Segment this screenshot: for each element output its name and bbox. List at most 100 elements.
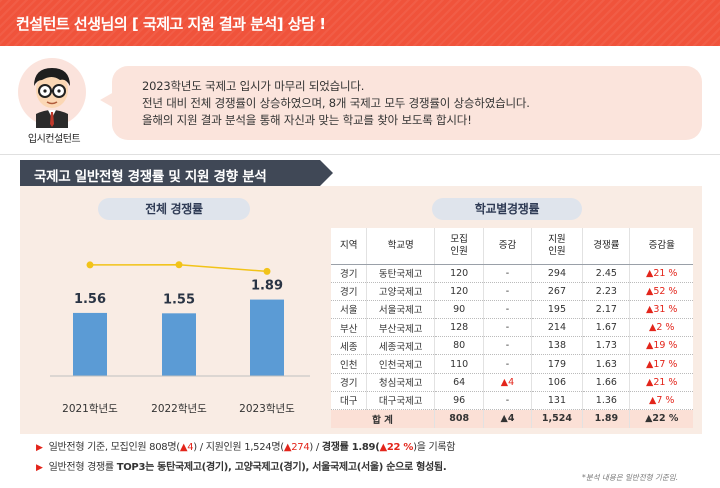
- col-header-quota: 모집 인원: [434, 228, 485, 265]
- cell-school: 청심국제고: [366, 373, 435, 392]
- notes: ▶ 일반전형 기준, 모집인원 808명(▲4) / 지원인원 1,524명(▲2…: [36, 440, 455, 480]
- triangle-bullet-icon: ▶: [36, 443, 43, 453]
- cell-applicants: 267: [531, 282, 584, 301]
- chart-x-tick-label: 2023학년도: [239, 403, 295, 415]
- cell-change: -: [483, 336, 532, 356]
- cell-region: 인천: [331, 354, 368, 374]
- chart-x-tick-label: 2021학년도: [62, 403, 118, 415]
- col-header-school: 학교명: [366, 228, 435, 265]
- cell-rate-change: ▲31 %: [629, 300, 693, 320]
- col-header-rate-change: 증감율: [629, 228, 693, 265]
- overall-rate-chart: 1.56 2021학년도 1.55 2022학년도 1.89 2023학년도: [50, 261, 310, 415]
- chart-trend-point: [86, 261, 94, 269]
- overall-rate-label: 전체 경쟁률: [98, 198, 250, 220]
- cell-school: 인천국제고: [366, 354, 435, 374]
- cell-quota: 80: [434, 336, 485, 356]
- total-quota: 808: [434, 409, 485, 428]
- chart-bar: [162, 313, 196, 376]
- col-header-region: 지역: [331, 228, 368, 265]
- cell-change: ▲4: [483, 373, 532, 392]
- cell-rate: 2.17: [582, 300, 631, 320]
- cell-region: 부산: [331, 318, 368, 338]
- cell-rate: 2.45: [582, 264, 631, 283]
- cell-change: -: [483, 318, 532, 338]
- cell-rate: 1.63: [582, 354, 631, 374]
- chart-data-label: 1.55: [163, 292, 195, 307]
- table-row: 인천 인천국제고 110-179 1.63 ▲17 %: [331, 354, 693, 374]
- cell-applicants: 195: [531, 300, 584, 320]
- page-header: 컨설턴트 선생님의 [ 국제고 지원 결과 분석] 상담 !: [0, 0, 720, 46]
- cell-change: -: [483, 300, 532, 320]
- cell-quota: 96: [434, 391, 485, 411]
- table-row: 대구 대구국제고 96-131 1.36 ▲7 %: [331, 391, 693, 411]
- cell-region: 경기: [331, 282, 368, 301]
- divider: [0, 154, 720, 155]
- cell-change: -: [483, 354, 532, 374]
- chart-data-label: 1.89: [251, 279, 283, 294]
- cell-rate-change: ▲21 %: [629, 264, 693, 283]
- chart-data-label: 1.56: [74, 292, 106, 307]
- cell-change: -: [483, 391, 532, 411]
- cell-rate: 1.66: [582, 373, 631, 392]
- table-header-row: 지역 학교명 모집 인원 증감 지원 인원 경쟁률 증감율: [331, 228, 693, 265]
- consultant-avatar-icon: [34, 68, 70, 128]
- cell-school: 대구국제고: [366, 391, 435, 411]
- cell-quota: 120: [434, 282, 485, 301]
- cell-rate: 1.73: [582, 336, 631, 356]
- cell-quota: 64: [434, 373, 485, 392]
- total-applicants: 1,524: [531, 409, 584, 428]
- cell-change: -: [483, 264, 532, 283]
- consultant-profile: 입시컨설턴트: [14, 58, 94, 148]
- section-title: 국제고 일반전형 경쟁률 및 지원 경향 분석: [20, 160, 333, 186]
- cell-applicants: 214: [531, 318, 584, 338]
- table-row: 서울 서울국제고 90-195 2.17 ▲31 %: [331, 300, 693, 320]
- col-header-applicants: 지원 인원: [531, 228, 584, 265]
- bubble-line: 전년 대비 전체 경쟁률이 상승하였으며, 8개 국제고 모두 경쟁률이 상승하…: [142, 96, 530, 110]
- cell-quota: 120: [434, 264, 485, 283]
- total-rate: 1.89: [582, 409, 631, 428]
- table-row: 경기 동탄국제고 120-294 2.45 ▲21 %: [331, 264, 693, 283]
- cell-rate: 2.23: [582, 282, 631, 301]
- cell-rate-change: ▲2 %: [629, 318, 693, 338]
- cell-region: 경기: [331, 373, 368, 392]
- chart-bar: [250, 299, 284, 376]
- school-rate-label: 학교별경쟁률: [432, 198, 582, 220]
- cell-applicants: 138: [531, 336, 584, 356]
- cell-quota: 90: [434, 300, 485, 320]
- cell-rate-change: ▲7 %: [629, 391, 693, 411]
- chart-trend-point: [263, 267, 271, 275]
- cell-school: 동탄국제고: [366, 264, 435, 283]
- cell-rate-change: ▲17 %: [629, 354, 693, 374]
- col-header-change: 증감: [483, 228, 532, 265]
- cell-rate-change: ▲52 %: [629, 282, 693, 301]
- cell-rate-change: ▲21 %: [629, 373, 693, 392]
- chart-trend-point: [175, 261, 183, 269]
- cell-region: 경기: [331, 264, 368, 283]
- bubble-line: 2023학년도 국제고 입시가 마무리 되었습니다.: [142, 79, 365, 93]
- total-label: 합 계: [331, 409, 435, 428]
- cell-applicants: 106: [531, 373, 584, 392]
- table-row: 경기 고양국제고 120-267 2.23 ▲52 %: [331, 282, 693, 301]
- table-total-row: 합 계 808 ▲4 1,524 1.89 ▲22 %: [331, 409, 693, 428]
- table-row: 부산 부산국제고 128-214 1.67 ▲2 %: [331, 318, 693, 338]
- consultant-caption: 입시컨설턴트: [27, 134, 81, 145]
- cell-region: 대구: [331, 391, 368, 411]
- cell-applicants: 131: [531, 391, 584, 411]
- note-line-1: ▶ 일반전형 기준, 모집인원 808명(▲4) / 지원인원 1,524명(▲2…: [36, 442, 456, 453]
- footnote: *분석 내용은 일반전형 기준임.: [582, 473, 679, 482]
- school-rate-table-container: 지역 학교명 모집 인원 증감 지원 인원 경쟁률 증감율 경기 동탄국제고 120…: [331, 228, 693, 428]
- cell-school: 세종국제고: [366, 336, 435, 356]
- total-change: ▲4: [483, 409, 532, 428]
- cell-school: 부산국제고: [366, 318, 435, 338]
- table-row: 세종 세종국제고 80-138 1.73 ▲19 %: [331, 336, 693, 356]
- page-title: 컨설턴트 선생님의 [ 국제고 지원 결과 분석] 상담 !: [16, 15, 326, 33]
- total-rate-change: ▲22 %: [629, 409, 693, 428]
- triangle-bullet-icon: ▶: [36, 463, 43, 473]
- cell-rate: 1.36: [582, 391, 631, 411]
- cell-school: 서울국제고: [366, 300, 435, 320]
- cell-quota: 110: [434, 354, 485, 374]
- cell-region: 세종: [331, 336, 368, 356]
- cell-applicants: 179: [531, 354, 584, 374]
- note-line-2: ▶ 일반전형 경쟁률 TOP3는 동탄국제고(경기), 고양국제고(경기), 서울…: [36, 462, 447, 473]
- cell-quota: 128: [434, 318, 485, 338]
